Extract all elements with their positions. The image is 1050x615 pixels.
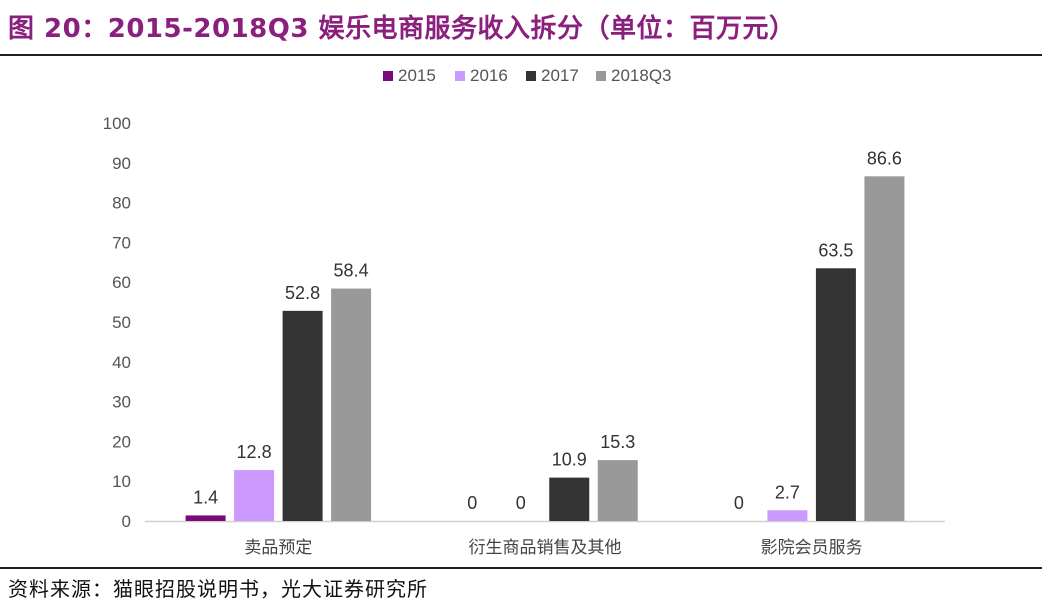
bottom-rule: [0, 567, 1042, 569]
legend-swatch-2016: [455, 71, 465, 81]
data-label-2015: 0: [467, 493, 477, 513]
source-note: 资料来源：猫眼招股说明书，光大证券研究所: [8, 577, 428, 601]
legend-swatch-2017: [526, 71, 536, 81]
legend: 2015 2016 2017 2018Q3: [383, 66, 672, 85]
figure-title: 图 20：2015-2018Q3 娱乐电商服务收入拆分（单位：百万元）: [8, 14, 796, 44]
legend-label-2015: 2015: [398, 66, 436, 85]
data-label-2017: 63.5: [818, 240, 853, 260]
bar-2017: [815, 268, 856, 521]
bar-2016: [234, 470, 275, 521]
data-labels: 1.4 12.8 52.8 58.4 0 0 10.9 15.3 0 2.7 63.5 86.6: [193, 148, 902, 513]
y-tick-40: 40: [112, 353, 131, 372]
y-tick-80: 80: [112, 194, 131, 213]
data-label-2017: 10.9: [552, 450, 587, 470]
data-label-2018Q3: 58.4: [334, 261, 369, 281]
data-label-2016: 2.7: [775, 482, 800, 502]
y-tick-50: 50: [112, 313, 131, 332]
bar-2017: [282, 310, 323, 521]
y-tick-20: 20: [112, 432, 131, 451]
bar-2018Q3: [864, 176, 905, 521]
data-label-2016: 12.8: [237, 442, 272, 462]
y-tick-90: 90: [112, 154, 131, 173]
legend-label-2018Q3: 2018Q3: [611, 66, 672, 85]
y-tick-70: 70: [112, 233, 131, 252]
bar-2017: [549, 477, 590, 521]
category-label: 卖品预定: [244, 538, 312, 557]
bars: [185, 176, 905, 521]
legend-label-2017: 2017: [541, 66, 579, 85]
top-rule: [0, 54, 1042, 56]
data-label-2018Q3: 15.3: [600, 432, 635, 452]
y-tick-30: 30: [112, 393, 131, 412]
y-axis: 0 10 20 30 40 50 60 70 80 90 100: [103, 114, 131, 531]
legend-label-2016: 2016: [470, 66, 508, 85]
category-label: 衍生商品销售及其他: [469, 538, 622, 557]
data-label-2017: 52.8: [285, 283, 320, 303]
y-tick-100: 100: [103, 114, 131, 133]
x-axis: 卖品预定 衍生商品销售及其他 影院会员服务: [145, 520, 945, 557]
legend-swatch-2018Q3: [596, 71, 606, 81]
bar-2016: [767, 510, 808, 521]
category-label: 影院会员服务: [761, 538, 863, 557]
data-label-2018Q3: 86.6: [867, 148, 902, 168]
legend-swatch-2015: [383, 71, 393, 81]
bar-2018Q3: [331, 288, 372, 521]
data-label-2016: 0: [516, 493, 526, 513]
y-tick-60: 60: [112, 273, 131, 292]
data-label-2015: 0: [734, 493, 744, 513]
data-label-2015: 1.4: [193, 487, 218, 507]
y-tick-0: 0: [122, 512, 131, 531]
bar-2015: [185, 515, 226, 521]
y-tick-10: 10: [112, 472, 131, 491]
bar-2018Q3: [597, 460, 638, 521]
bar-chart: 2015 2016 2017 2018Q3 0 10 20 30 40 50 60 70 80 90 10…: [103, 66, 945, 557]
